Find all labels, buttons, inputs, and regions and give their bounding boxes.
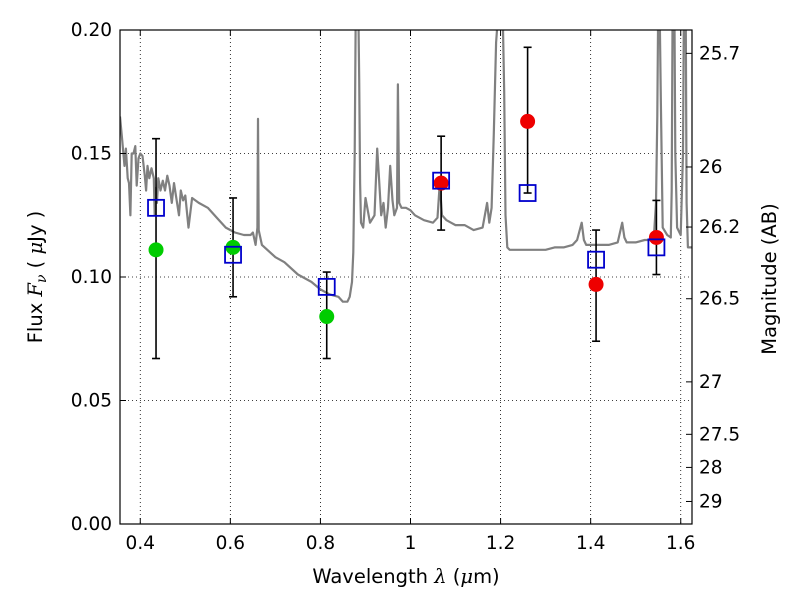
mag-tick-label: 26.2	[699, 217, 740, 238]
x-tick-label: 0.6	[216, 533, 245, 554]
mag-tick-label: 28	[699, 457, 723, 478]
mag-tick-label: 26	[699, 157, 723, 178]
y-tick-label: 0.20	[71, 20, 112, 41]
y-axis-label: Flux Fν ( μJy )	[24, 211, 50, 344]
x-tick-label: 0.8	[306, 533, 335, 554]
red-point	[520, 113, 536, 129]
x-tick-label: 1.6	[666, 533, 695, 554]
red-point	[433, 175, 449, 191]
model-box-marker	[518, 184, 537, 202]
green-point	[148, 242, 164, 258]
red-point	[648, 229, 664, 245]
y2-axis-label: Magnitude (AB)	[758, 203, 781, 354]
axis-ticks: 0.4 0.6 0.8 1 1.2 1.4 1.6 0.00 0.05 0.10 0.15 0.20 2…	[71, 20, 740, 554]
x-axis-label: Wavelength λ (μm)	[312, 565, 499, 588]
x-tick-label: 1.2	[486, 533, 515, 554]
model-box-marker	[224, 245, 242, 264]
mag-tick-label: 25.7	[699, 43, 740, 64]
y-tick-label: 0.10	[71, 267, 112, 288]
model-box-marker	[317, 277, 336, 296]
x-tick-label: 0.4	[126, 533, 155, 554]
model-box-marker	[587, 250, 605, 269]
y-tick-label: 0.05	[71, 391, 112, 412]
mag-tick-label: 29	[699, 491, 723, 512]
model-box-marker	[147, 198, 165, 217]
mag-tick-label: 27.5	[699, 424, 740, 445]
y-tick-label: 0.15	[71, 144, 112, 165]
data-points	[147, 113, 666, 325]
model-box-marker	[432, 171, 451, 190]
red-point	[588, 276, 604, 292]
mag-tick-label: 27	[699, 372, 723, 393]
green-point	[319, 309, 335, 325]
x-tick-label: 1.4	[576, 533, 605, 554]
model-spectrum-line	[120, 30, 692, 303]
y-tick-label: 0.00	[71, 514, 112, 535]
x-tick-label: 1	[405, 533, 417, 554]
mag-tick-label: 26.5	[699, 289, 740, 310]
model-spectrum	[120, 30, 692, 303]
model-box-marker	[647, 238, 666, 257]
